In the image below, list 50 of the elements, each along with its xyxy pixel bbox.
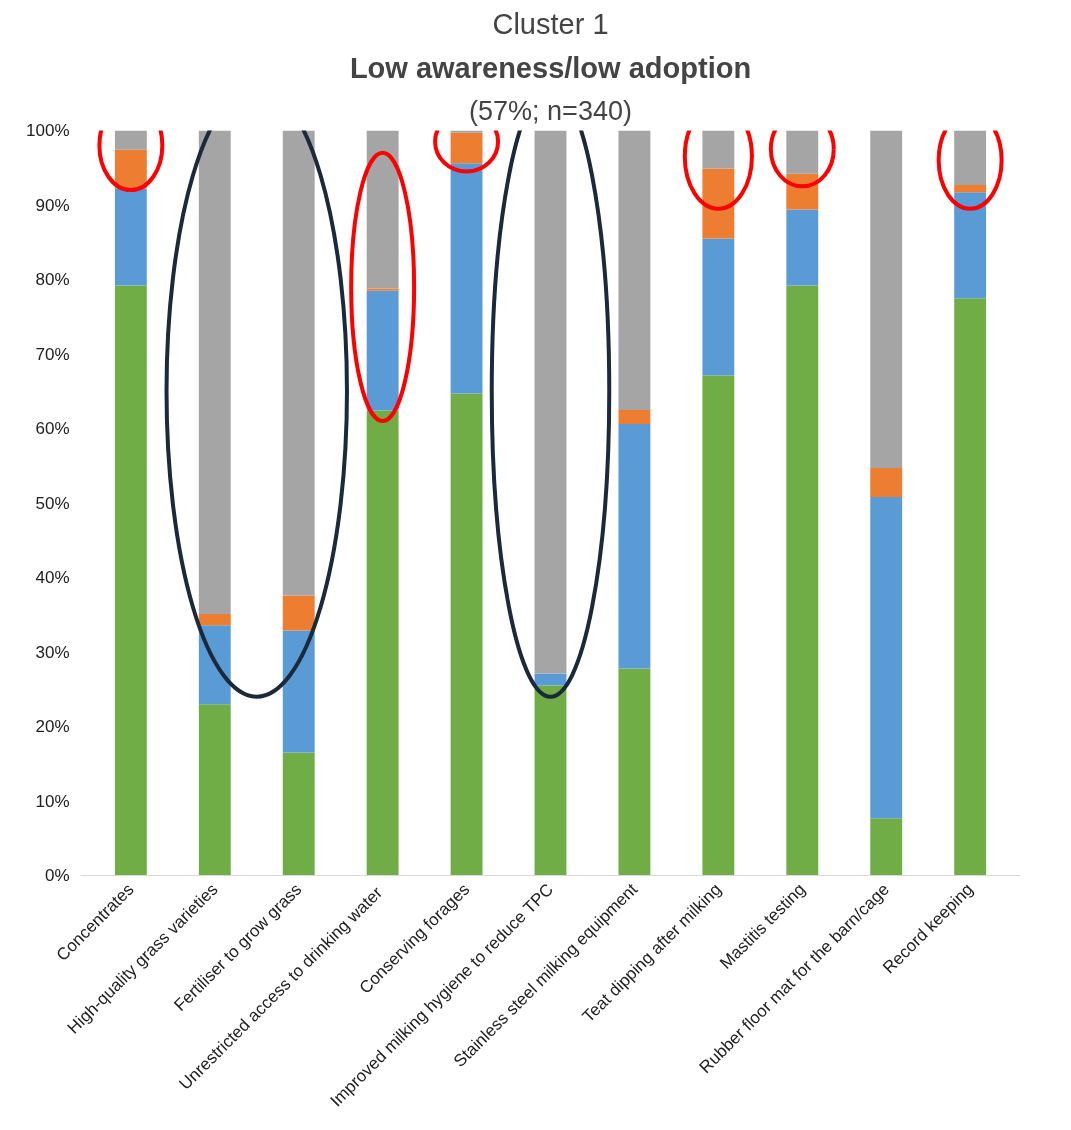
bar bbox=[618, 668, 651, 876]
bar bbox=[870, 130, 903, 468]
bar bbox=[282, 130, 315, 596]
bar bbox=[534, 685, 567, 876]
bar bbox=[534, 673, 567, 686]
y-tick-label: 30% bbox=[35, 642, 70, 662]
bar bbox=[366, 288, 399, 291]
bar bbox=[702, 130, 735, 169]
y-tick-label: 0% bbox=[44, 866, 70, 885]
chart-subtitle: Low awareness/low adoption bbox=[349, 51, 752, 84]
bar bbox=[786, 285, 819, 876]
bar bbox=[198, 704, 231, 876]
y-tick-label: 80% bbox=[35, 270, 70, 289]
y-tick-label: 60% bbox=[35, 419, 70, 438]
chart-title: Cluster 1 bbox=[492, 7, 609, 40]
bar bbox=[618, 130, 651, 410]
bar bbox=[534, 130, 567, 674]
bar bbox=[282, 595, 315, 631]
y-tick-label: 10% bbox=[35, 791, 70, 811]
text: (57%; n=340) bbox=[469, 95, 632, 126]
bar bbox=[870, 818, 903, 876]
bar bbox=[954, 298, 987, 876]
y-tick-label: 70% bbox=[35, 344, 70, 364]
bar bbox=[282, 752, 315, 876]
y-tick-label: 40% bbox=[35, 568, 70, 587]
bar bbox=[954, 130, 987, 185]
bar bbox=[618, 424, 651, 669]
bar bbox=[702, 375, 735, 876]
bar bbox=[450, 130, 483, 133]
bar bbox=[114, 130, 147, 150]
bar bbox=[450, 393, 483, 876]
bar bbox=[198, 614, 231, 626]
y-tick-label: 50% bbox=[35, 493, 70, 513]
bar bbox=[282, 630, 315, 753]
bar bbox=[786, 209, 819, 286]
bar bbox=[870, 497, 903, 819]
bar bbox=[450, 132, 483, 164]
bar bbox=[954, 184, 987, 193]
y-tick-label: 100% bbox=[26, 121, 70, 140]
bar bbox=[114, 149, 147, 189]
bar bbox=[618, 409, 651, 425]
y-tick-label: 90% bbox=[35, 195, 70, 215]
bar bbox=[114, 285, 147, 876]
bar bbox=[786, 130, 819, 174]
bar bbox=[702, 238, 735, 376]
y-tick-label: 20% bbox=[35, 717, 70, 736]
bar bbox=[366, 130, 399, 289]
bar bbox=[366, 290, 399, 411]
bar bbox=[198, 130, 231, 615]
bar bbox=[870, 467, 903, 498]
